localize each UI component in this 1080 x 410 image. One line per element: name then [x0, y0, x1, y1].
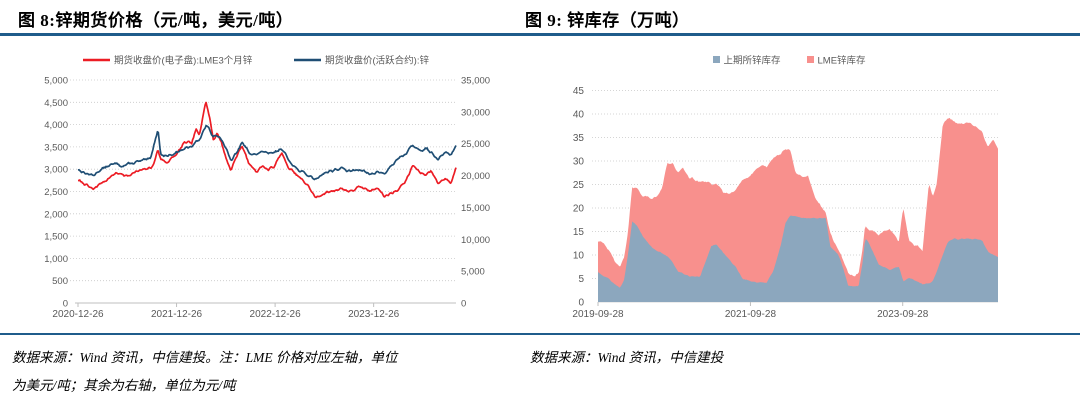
x-axis-label: 2020-12-26 [52, 309, 104, 320]
figure-9-source-note: 数据来源：Wind 资讯，中信建投 [530, 344, 1050, 372]
left-y-axis-label: 2,500 [44, 187, 68, 198]
y-axis-label: 30 [573, 157, 585, 168]
y-axis-label: 20 [573, 204, 585, 215]
header-rule [0, 33, 1080, 36]
x-axis-label: 2023-09-28 [877, 309, 929, 320]
left-y-axis-label: 0 [63, 299, 68, 310]
right-y-axis-label: 15,000 [461, 203, 490, 214]
y-axis-label: 35 [573, 133, 585, 144]
x-axis-label: 2021-12-26 [151, 309, 203, 320]
left-y-axis-label: 500 [52, 276, 68, 287]
figure-9-title: 图 9: 锌库存（万吨） [525, 11, 690, 30]
y-axis-label: 15 [573, 227, 585, 238]
right-y-axis-label: 0 [461, 299, 466, 310]
right-y-axis-label: 20,000 [461, 171, 490, 182]
figure-8-title: 图 8:锌期货价格（元/吨，美元/吨） [18, 11, 294, 30]
lme-zinc-price-line [78, 101, 457, 199]
source-note-line: 数据来源：Wind 资讯，中信建投 [530, 350, 724, 365]
shfe-inventory-area [598, 215, 998, 302]
lme-inventory-area [598, 117, 998, 303]
y-axis-label: 25 [573, 180, 585, 191]
source-note-line: 数据来源：Wind 资讯，中信建投。注：LME 价格对应左轴，单位 [12, 350, 398, 365]
left-y-axis-label: 3,000 [44, 165, 68, 176]
x-axis-label: 2022-12-26 [250, 309, 302, 320]
figure-8-source-note: 数据来源：Wind 资讯，中信建投。注：LME 价格对应左轴，单位 为美元/吨；… [12, 344, 517, 400]
right-y-axis-label: 30,000 [461, 107, 490, 118]
left-y-axis-label: 1,500 [44, 232, 68, 243]
y-axis-label: 5 [578, 274, 584, 285]
footer-rule [0, 333, 1080, 335]
y-axis-label: 10 [573, 251, 585, 262]
zinc-futures-price-chart: 0 500 1,000 1,500 2,000 2,500 3,000 3,500 4,000 4… [44, 55, 490, 321]
left-y-axis-label: 2,000 [44, 209, 68, 220]
y-axis-label: 0 [578, 298, 584, 309]
left-y-axis-label: 5,000 [44, 76, 68, 87]
right-y-axis-label: 10,000 [461, 235, 490, 246]
x-axis-label: 2021-09-28 [725, 309, 777, 320]
left-y-axis-label: 4,500 [44, 98, 68, 109]
zinc-inventory-chart: 0 5 10 15 20 25 30 35 40 45 2019-09-28 2021-09-28 20… [572, 55, 998, 320]
legend-square-swatch [807, 56, 814, 63]
legend-square-swatch [713, 56, 720, 63]
legend-label: 上期所锌库存 [724, 55, 782, 67]
right-y-axis-label: 5,000 [461, 267, 485, 278]
right-y-axis-label: 35,000 [461, 76, 490, 87]
legend-label: 期货收盘价(活跃合约):锌 [325, 55, 429, 67]
x-axis-label: 2019-09-28 [572, 309, 624, 320]
y-axis-label: 40 [573, 110, 585, 121]
left-y-axis-label: 1,000 [44, 254, 68, 265]
source-note-line: 为美元/吨；其余为右轴，单位为元/吨 [12, 378, 236, 393]
x-axis-label: 2023-12-26 [348, 309, 400, 320]
legend-label: LME锌库存 [818, 55, 867, 67]
left-y-axis-label: 3,500 [44, 142, 68, 153]
legend-label: 期货收盘价(电子盘):LME3个月锌 [114, 55, 253, 67]
y-axis-label: 45 [573, 86, 585, 97]
left-y-axis-label: 4,000 [44, 120, 68, 131]
right-y-axis-label: 25,000 [461, 139, 490, 150]
shfe-zinc-price-line [77, 124, 457, 181]
